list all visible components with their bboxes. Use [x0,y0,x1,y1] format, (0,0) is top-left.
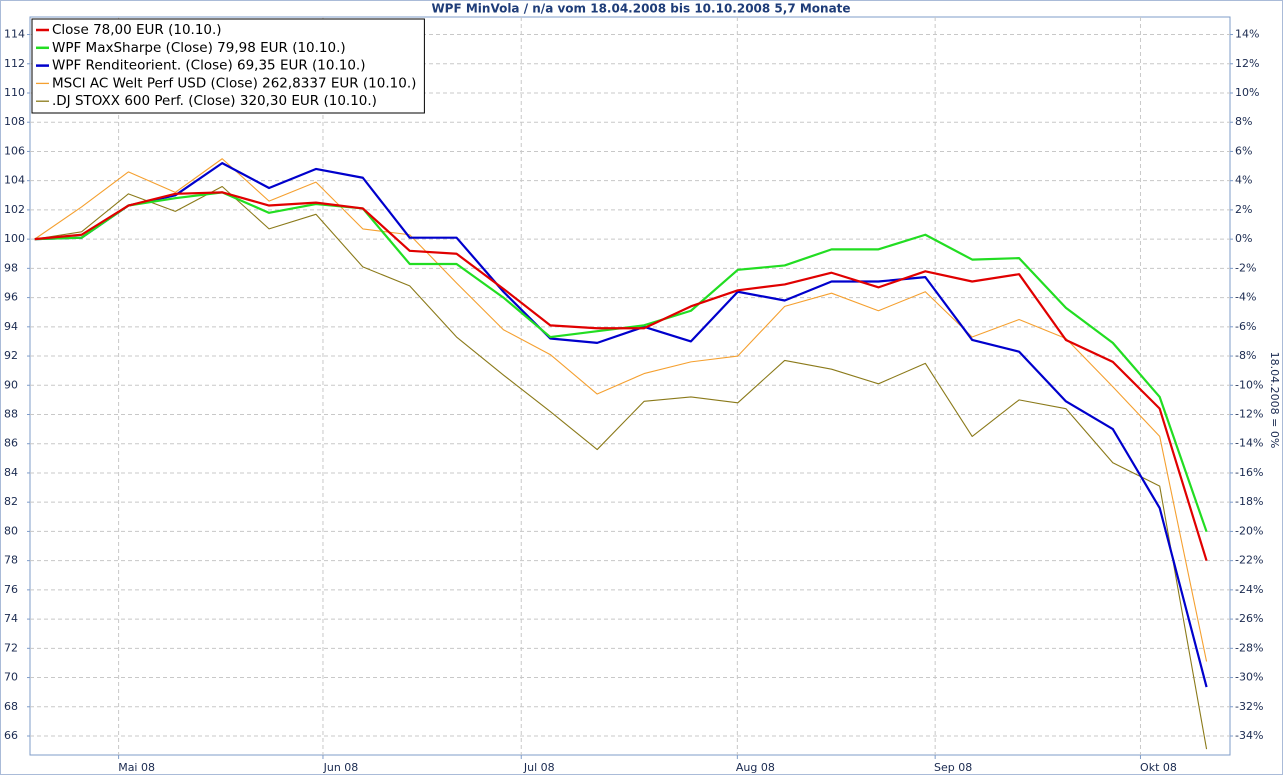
y-tick-label: 86 [4,437,18,450]
y-tick-label: 104 [4,174,25,187]
legend-label: WPF MaxSharpe (Close) 79,98 EUR (10.10.) [52,40,346,56]
legend-label: MSCI AC Welt Perf USD (Close) 262,8337 E… [52,75,416,91]
series-line [34,191,1208,561]
y-tick-label: 72 [4,641,18,654]
y-tick-label: 74 [4,612,18,625]
grid: 66 68 70 72 74 76 78 80 82 84 86 88 90 92 94 96 98 100 102… [4,17,1263,774]
plot-area [29,16,1231,756]
y2-tick-label: -20% [1235,524,1263,537]
y2-tick-label: 0% [1235,232,1252,245]
legend: Close 78,00 EUR (10.10.) WPF MaxSharpe (C… [31,18,425,114]
x-tick-label: Jun 08 [323,761,359,774]
y2-tick-label: -26% [1235,612,1263,625]
y2-tick-label: -10% [1235,378,1263,391]
x-tick-label: Aug 08 [736,761,775,774]
y-tick-label: 98 [4,261,18,274]
x-tick-label: Sep 08 [934,761,972,774]
x-tick-label: Jul 08 [523,761,555,774]
y-tick-label: 108 [4,115,25,128]
y2-tick-label: 12% [1235,57,1259,70]
y2-tick-label: 10% [1235,86,1259,99]
y-tick-label: 70 [4,671,18,684]
y2-tick-label: -28% [1235,641,1263,654]
y2-tick-label: -8% [1235,349,1256,362]
y2-tick-label: -16% [1235,466,1263,479]
x-tick-label: Mai 08 [118,761,155,774]
x-tick-label: Okt 08 [1140,761,1177,774]
y2-tick-label: 14% [1235,28,1259,41]
legend-box [31,18,425,114]
y-tick-label: 94 [4,320,18,333]
y-tick-label: 92 [4,349,18,362]
y2-tick-label: -32% [1235,700,1263,713]
legend-label: WPF Renditeorient. (Close) 69,35 EUR (10… [52,58,366,74]
y-tick-label: 90 [4,378,18,391]
y2-tick-label: -2% [1235,261,1256,274]
y-tick-label: 78 [4,554,18,567]
y-tick-label: 82 [4,495,18,508]
y2-tick-label: -12% [1235,407,1263,420]
y-tick-label: 68 [4,700,18,713]
y2-tick-label: 8% [1235,115,1252,128]
y-tick-label: 76 [4,583,18,596]
chart-title: WPF MinVola / n/a vom 18.04.2008 bis 10.… [431,2,850,16]
y-tick-label: 106 [4,144,25,157]
y-tick-label: 100 [4,232,25,245]
y-tick-label: 88 [4,407,18,420]
y-tick-label: 96 [4,291,18,304]
y2-tick-label: -22% [1235,554,1263,567]
y2-tick-label: -34% [1235,729,1263,742]
y2-tick-label: 2% [1235,203,1252,216]
y-tick-label: 110 [4,86,25,99]
legend-label: Close 78,00 EUR (10.10.) [52,22,222,38]
y-tick-label: 66 [4,729,18,742]
y-tick-label: 80 [4,524,18,537]
y2-tick-label: -24% [1235,583,1263,596]
y2-tick-label: 6% [1235,144,1252,157]
y2-tick-label: -18% [1235,495,1263,508]
series-line [34,162,1208,688]
y2-tick-label: -6% [1235,320,1256,333]
y2-tick-label: -14% [1235,437,1263,450]
lines [34,158,1208,750]
y2-tick-label: -30% [1235,671,1263,684]
y2-tick-label: 4% [1235,174,1252,187]
legend-label: .DJ STOXX 600 Perf. (Close) 320,30 EUR (… [52,93,377,109]
series-line [34,158,1208,662]
y-tick-label: 114 [4,28,25,41]
y-tick-label: 102 [4,203,25,216]
y2-axis-label: 18.04.2008 = 0% [1268,352,1281,449]
y-tick-label: 84 [4,466,18,479]
y2-tick-label: -4% [1235,291,1256,304]
y-tick-label: 112 [4,57,25,70]
